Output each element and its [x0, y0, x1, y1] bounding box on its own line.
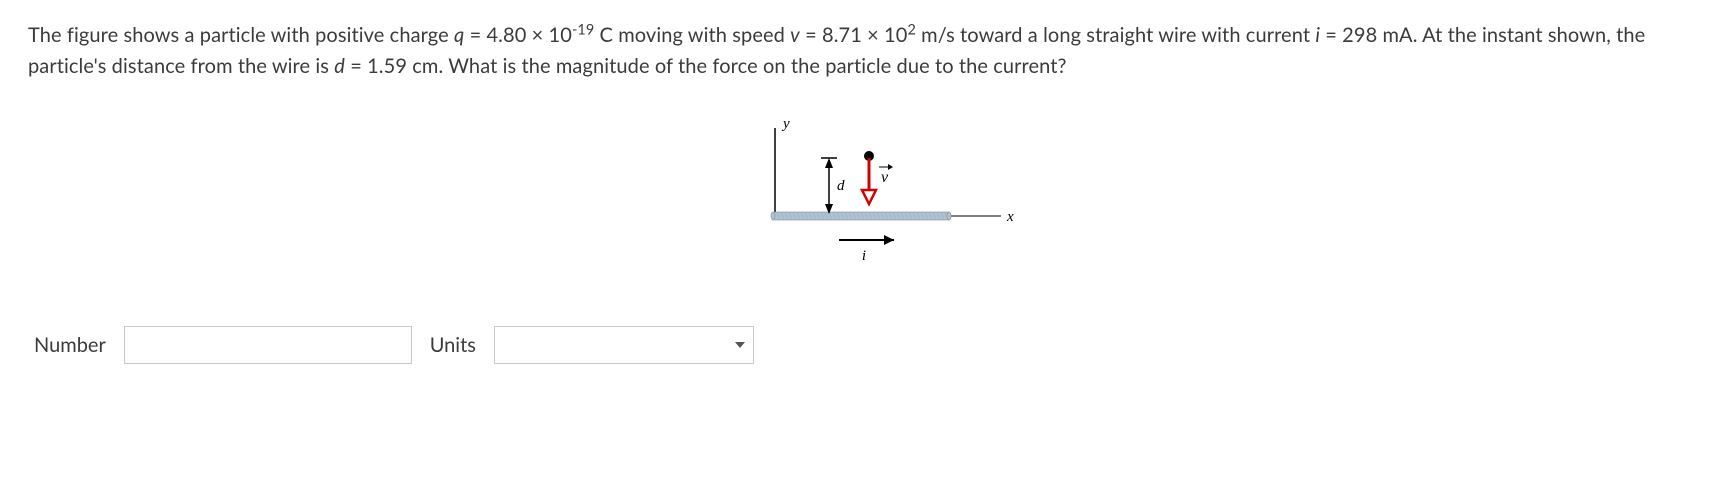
text: = 4.80 × 10	[464, 23, 572, 47]
exponent: 2	[907, 21, 915, 38]
text: = 8.71 × 10	[800, 23, 908, 47]
units-label: Units	[430, 330, 476, 361]
chevron-down-icon	[735, 342, 745, 348]
variable-v: v	[790, 23, 800, 47]
answer-row: Number Units	[34, 326, 1690, 364]
exponent: -19	[572, 21, 594, 38]
svg-text:y: y	[781, 116, 790, 132]
svg-text:i: i	[862, 248, 866, 264]
svg-text:d: d	[837, 178, 845, 194]
svg-text:v: v	[881, 169, 889, 186]
units-select[interactable]	[494, 326, 754, 364]
text: C moving with speed	[594, 23, 790, 47]
variable-q: q	[454, 23, 464, 47]
text: = 1.59 cm. What is the magnitude of the …	[345, 54, 1067, 78]
figure-container: x y i d v	[28, 110, 1690, 290]
figure-diagram: x y i d v	[699, 110, 1019, 290]
svg-text:x: x	[1006, 209, 1014, 225]
text: m/s toward a long straight wire with cur…	[916, 23, 1315, 47]
number-label: Number	[34, 330, 106, 361]
problem-statement: The figure shows a particle with positiv…	[28, 20, 1688, 82]
variable-d: d	[334, 54, 345, 78]
text: The figure shows a particle with positiv…	[28, 23, 454, 47]
number-input[interactable]	[124, 326, 412, 364]
